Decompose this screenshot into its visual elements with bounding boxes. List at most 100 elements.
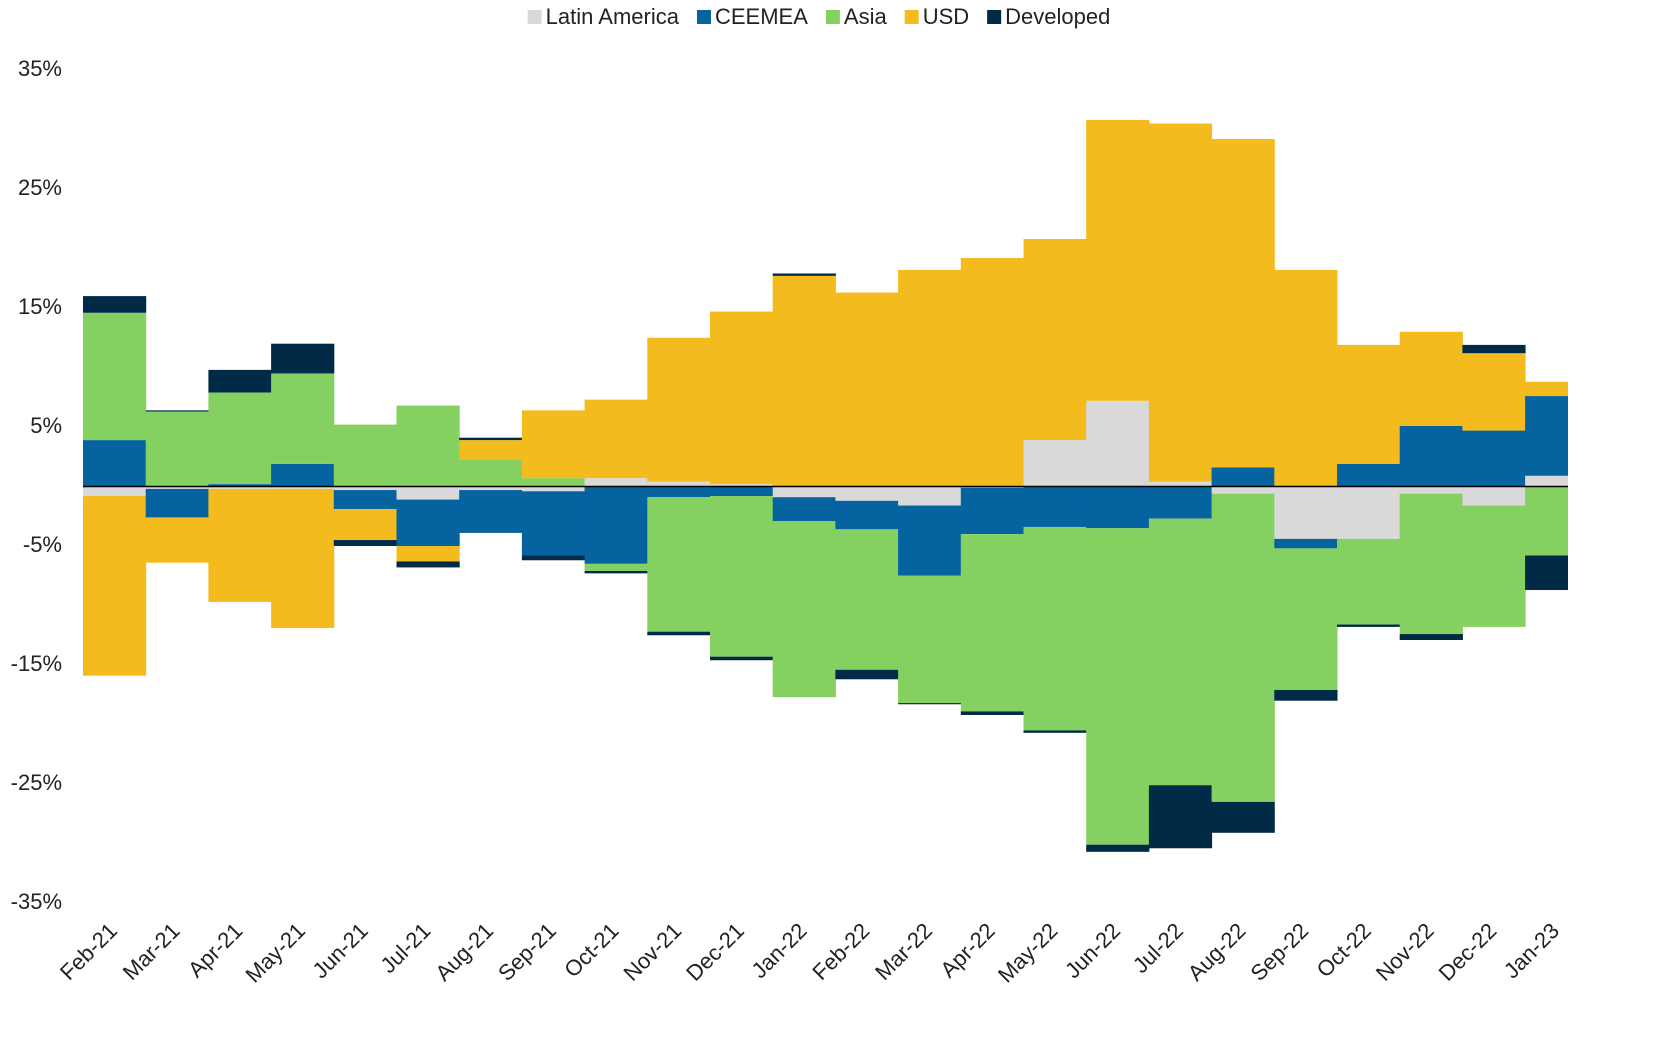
bar-segment xyxy=(333,509,397,541)
legend-label: CEEMEA xyxy=(715,4,808,29)
bar-segment xyxy=(1023,440,1087,487)
bar-segment xyxy=(710,486,774,497)
x-tick-label: Feb-22 xyxy=(807,918,874,985)
bar-segment xyxy=(1023,486,1087,527)
bar-segment xyxy=(271,343,335,374)
bar-segment xyxy=(459,440,523,460)
x-tick-label: Dec-22 xyxy=(1434,918,1502,986)
x-tick-label: Jan-23 xyxy=(1499,918,1564,983)
bar-segment xyxy=(1274,689,1338,701)
bar-segment xyxy=(145,411,209,487)
bar-segment xyxy=(1211,486,1275,494)
bar-segment xyxy=(83,296,147,313)
y-tick-label: -25% xyxy=(11,770,62,795)
bar-segment xyxy=(1399,331,1463,426)
bar-segment xyxy=(1399,425,1463,487)
bar-segment xyxy=(710,656,774,661)
legend: Latin America CEEMEA Asia USD Developed xyxy=(527,4,1110,29)
bar-segment xyxy=(835,500,899,530)
bar-segment xyxy=(1211,801,1275,833)
bar-segment xyxy=(1023,526,1087,731)
legend-swatch xyxy=(527,10,542,24)
bar-segment xyxy=(333,540,397,546)
bar-segment xyxy=(333,424,397,487)
bar-segment xyxy=(1148,481,1213,487)
bar-segment xyxy=(1337,344,1401,464)
bar-segment xyxy=(898,703,962,705)
bar-segment xyxy=(333,486,397,491)
x-tick-label: Jan-22 xyxy=(746,918,811,983)
bar-segment xyxy=(1023,238,1087,441)
bar-segment xyxy=(1148,785,1213,849)
bar-segment xyxy=(521,555,586,561)
bar-segment xyxy=(772,486,836,498)
bar-segment xyxy=(459,486,523,491)
bar-segment xyxy=(521,478,586,487)
bar-segment xyxy=(271,486,335,489)
bar-segment xyxy=(1462,505,1526,627)
bar-segment xyxy=(647,631,711,636)
bar-segment xyxy=(647,337,711,482)
bar-segment xyxy=(1086,486,1150,529)
bar-segment xyxy=(835,529,899,670)
bar-segment xyxy=(1274,269,1338,487)
bar-segment xyxy=(584,486,648,564)
bar-segment xyxy=(647,481,711,487)
bar-segment xyxy=(647,497,711,632)
x-tick-label: Mar-22 xyxy=(870,918,937,985)
bar-segment xyxy=(1462,353,1526,431)
bar-segment xyxy=(271,488,335,629)
x-tick-label: Apr-21 xyxy=(183,918,247,982)
x-tick-label: May-21 xyxy=(241,918,311,988)
x-tick-label: Apr-22 xyxy=(935,918,999,982)
x-tick-label: Feb-21 xyxy=(55,918,122,985)
x-tick-label: Sep-22 xyxy=(1245,918,1313,986)
bar-segment xyxy=(960,534,1024,712)
x-tick-label: Nov-21 xyxy=(618,918,686,986)
bar-segment xyxy=(208,392,272,485)
bar-segment xyxy=(396,561,460,568)
bar-segment xyxy=(333,490,397,510)
legend-label: Asia xyxy=(844,4,888,29)
bar-segment xyxy=(208,484,272,487)
bar-segment xyxy=(710,484,774,487)
bar-segment xyxy=(208,486,272,489)
bar-segment xyxy=(584,478,648,487)
bar-segment xyxy=(898,575,962,704)
bar-segment xyxy=(772,521,836,698)
bar-segment xyxy=(1399,634,1463,641)
bar-segment xyxy=(83,312,147,441)
bar-segment xyxy=(898,505,962,576)
bar-segment xyxy=(835,669,899,680)
bar-segment xyxy=(584,563,648,571)
bar-segment xyxy=(1525,381,1568,397)
y-tick-label: -15% xyxy=(11,651,62,676)
bar-segment xyxy=(835,292,899,487)
bar-segment xyxy=(1337,463,1401,487)
bar-segment xyxy=(772,273,836,276)
bar-segment xyxy=(1086,400,1150,487)
bar-segment xyxy=(584,570,648,574)
y-tick-label: 35% xyxy=(18,56,62,81)
legend-label: USD xyxy=(923,4,969,29)
bar-segment xyxy=(1148,518,1213,786)
bar-segment xyxy=(396,499,460,546)
bar-segment xyxy=(1462,344,1526,354)
bar-segment xyxy=(898,486,962,506)
bar-segment xyxy=(1525,475,1568,487)
bar-segment xyxy=(271,373,335,464)
bar-segment xyxy=(396,405,460,487)
x-tick-label: Aug-21 xyxy=(430,918,498,986)
bar-segment xyxy=(772,497,836,522)
bar-segment xyxy=(1337,624,1401,627)
bar-segment xyxy=(1525,555,1568,591)
bar-segment xyxy=(1086,528,1150,845)
legend-label: Developed xyxy=(1005,4,1110,29)
y-tick-label: -35% xyxy=(11,889,62,914)
bar-segment xyxy=(459,459,523,487)
legend-swatch xyxy=(825,10,840,24)
x-tick-label: Jul-22 xyxy=(1128,918,1188,978)
bar-segment xyxy=(1211,139,1275,468)
y-tick-label: 5% xyxy=(30,413,62,438)
bar-segment xyxy=(1148,123,1213,482)
